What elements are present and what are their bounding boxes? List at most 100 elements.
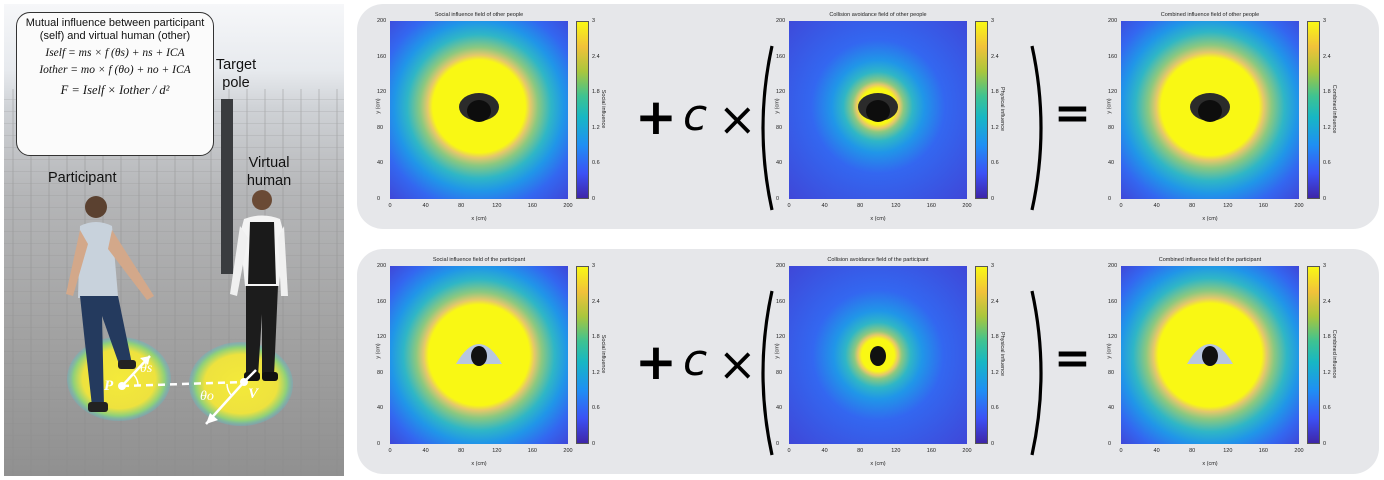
agent-head-icon — [870, 346, 886, 366]
times-operator: × — [718, 92, 757, 146]
map-social-other: Social influence field of other people y… — [371, 11, 606, 227]
colorbar-tick-label: 0.6 — [991, 160, 999, 167]
x-tick-label: 200 — [1294, 448, 1304, 454]
y-tick-label: 160 — [377, 53, 387, 60]
colorbar-tick-label: 1.8 — [991, 89, 999, 96]
y-tick-label: 120 — [776, 334, 786, 341]
y-tick-label: 200 — [776, 18, 786, 24]
colorbar — [576, 21, 589, 199]
x-tick-label: 40 — [422, 203, 429, 209]
x-tick-label: 200 — [962, 203, 972, 209]
colorbar-tick-label: 1.2 — [991, 124, 999, 131]
colorbar-tick-label: 3 — [1323, 18, 1327, 24]
y-tick-label: 0 — [377, 196, 381, 202]
target-pole — [221, 99, 233, 274]
colorbar-tick-label: 3 — [592, 263, 596, 269]
y-tick-label: 40 — [776, 160, 783, 167]
colorbar — [975, 21, 988, 199]
colorbar-tick-label: 1.8 — [991, 334, 999, 341]
y-tick-label: 80 — [776, 124, 783, 131]
x-tick-label: 200 — [563, 203, 573, 209]
equals-operator: = — [1054, 88, 1091, 139]
right-parenthesis — [1030, 45, 1043, 211]
y-axis-label: y (cm) — [375, 343, 382, 359]
map-title: Combined influence field of the particip… — [1158, 257, 1262, 263]
colorbar-tick-label: 1.8 — [1323, 334, 1331, 341]
y-tick-label: 40 — [377, 405, 384, 412]
scene-illustration: Mutual influence between participant (se… — [4, 4, 344, 476]
x-tick-label: 40 — [821, 203, 828, 209]
colorbar-tick-label: 0 — [991, 441, 995, 447]
map-title: Social influence field of other people — [434, 12, 524, 18]
colorbar-tick-label: 2.4 — [592, 298, 600, 305]
map-combined-participant: Combined influence field of the particip… — [1102, 256, 1337, 472]
x-tick-label: 80 — [458, 448, 465, 454]
y-tick-label: 40 — [1108, 160, 1115, 167]
colorbar-tick-label: 3 — [592, 18, 596, 24]
participant-label: Participant — [48, 170, 117, 186]
y-axis-label: y (cm) — [1106, 343, 1113, 359]
colorbar-tick-label: 0.6 — [991, 405, 999, 412]
x-axis-label: x (cm) — [471, 461, 487, 467]
colorbar — [975, 266, 988, 444]
colorbar-tick-label: 2.4 — [1323, 298, 1331, 305]
y-tick-label: 0 — [776, 441, 780, 447]
x-tick-label: 40 — [1153, 203, 1160, 209]
colorbar-tick-label: 2.4 — [991, 53, 999, 60]
c-coefficient: c — [683, 335, 708, 386]
y-tick-label: 200 — [776, 263, 786, 269]
y-tick-label: 120 — [377, 334, 387, 341]
equation-force: F = Iself × Iother / d² — [60, 82, 170, 97]
y-tick-label: 160 — [1108, 53, 1118, 60]
equation-heading: Mutual influence between participant (se… — [25, 17, 205, 43]
map-title: Social influence field of the participan… — [432, 257, 526, 263]
y-axis-label: y (cm) — [774, 343, 781, 359]
y-tick-label: 200 — [1108, 18, 1118, 24]
colorbar-label: Combined influence — [1331, 84, 1337, 134]
colorbar-tick-label: 0 — [1323, 196, 1327, 202]
map-collision-other: Collision avoidance field of other peopl… — [770, 11, 1005, 227]
colorbar-tick-label: 0 — [592, 441, 596, 447]
colorbar-tick-label: 1.8 — [1323, 89, 1331, 96]
x-tick-label: 200 — [962, 448, 972, 454]
plus-operator: + — [635, 88, 677, 146]
colorbar-tick-label: 2.4 — [1323, 53, 1331, 60]
colorbar-tick-label: 0.6 — [1323, 160, 1331, 167]
x-tick-label: 80 — [458, 203, 465, 209]
target-pole-label: Target pole — [215, 57, 257, 92]
x-tick-label: 80 — [857, 203, 864, 209]
x-tick-label: 160 — [1258, 203, 1268, 209]
colorbar-label: Physical influence — [999, 86, 1005, 132]
x-tick-label: 0 — [388, 448, 392, 454]
colorbar-tick-label: 2.4 — [991, 298, 999, 305]
equation-box: Mutual influence between participant (se… — [16, 12, 214, 156]
y-tick-label: 120 — [776, 89, 786, 96]
angle-o-label: θo — [200, 389, 214, 404]
colorbar-tick-label: 0.6 — [592, 160, 600, 167]
map-combined-other: Combined influence field of other people… — [1102, 11, 1337, 227]
y-tick-label: 200 — [1108, 263, 1118, 269]
y-tick-label: 80 — [1108, 369, 1115, 376]
y-tick-label: 40 — [1108, 405, 1115, 412]
x-tick-label: 120 — [492, 203, 502, 209]
y-axis-label: y (cm) — [375, 98, 382, 114]
x-tick-label: 120 — [492, 448, 502, 454]
x-tick-label: 200 — [563, 448, 573, 454]
y-tick-label: 0 — [1108, 441, 1112, 447]
y-tick-label: 0 — [377, 441, 381, 447]
x-tick-label: 80 — [1189, 448, 1196, 454]
colorbar-label: Social influence — [600, 334, 606, 374]
x-tick-label: 80 — [857, 448, 864, 454]
colorbar-tick-label: 1.2 — [1323, 124, 1331, 131]
y-tick-label: 160 — [1108, 298, 1118, 305]
x-axis-label: x (cm) — [471, 216, 487, 222]
x-axis-label: x (cm) — [1202, 461, 1218, 467]
agent-head-icon — [1202, 346, 1218, 366]
y-tick-label: 80 — [1108, 124, 1115, 131]
y-tick-label: 120 — [1108, 334, 1118, 341]
left-parenthesis — [761, 290, 774, 456]
x-tick-label: 0 — [1119, 203, 1123, 209]
y-tick-label: 120 — [377, 89, 387, 96]
colorbar-tick-label: 1.2 — [592, 369, 600, 376]
participant-figure — [66, 196, 154, 412]
